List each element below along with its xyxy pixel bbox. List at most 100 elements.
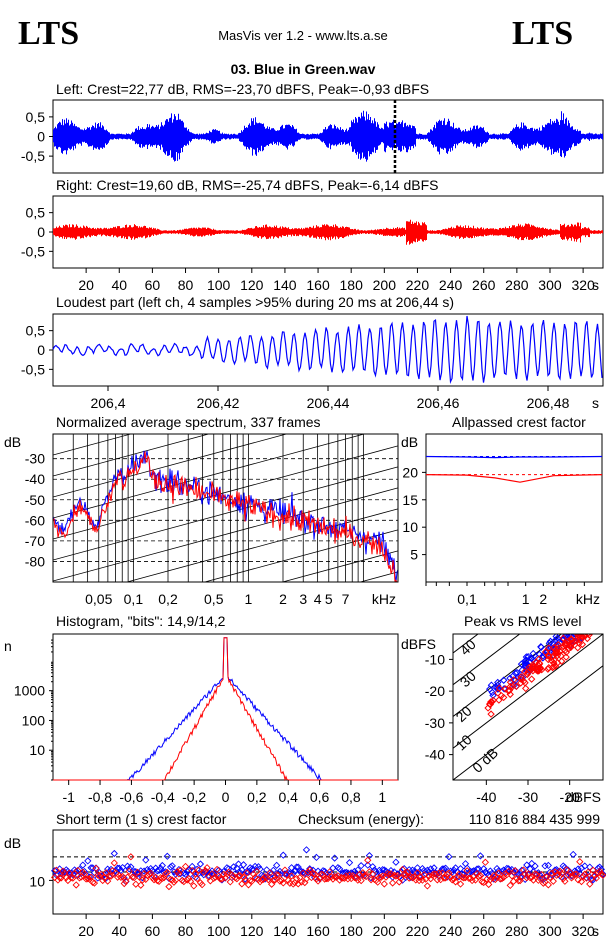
right-waveform-xtick-label: 260 — [472, 277, 496, 293]
short-crest-left-point — [157, 864, 165, 873]
histogram-xtick-label: -0,6 — [119, 789, 143, 805]
peak-rms-left-point — [493, 681, 502, 690]
lts-logo-right: LTS — [512, 15, 573, 52]
peak-rms-right-point — [545, 644, 553, 652]
loudest-part-xtick-label: 206,44 — [307, 395, 350, 411]
histogram-xtick-label: 0,2 — [247, 789, 267, 805]
checksum-label: Checksum (energy): — [298, 811, 424, 827]
short-crest-left-point — [158, 861, 166, 870]
short-crest-right-point — [448, 876, 456, 884]
peak-rms-left-point — [591, 615, 597, 621]
spectrum-title: Normalized average spectrum, 337 frames — [56, 414, 321, 430]
left-waveform-ytick-label: 0,5 — [26, 109, 46, 125]
short-crest-right-point — [488, 874, 496, 882]
short-term-crest-xtick-label: 200 — [373, 923, 397, 939]
right-waveform-ytick-label: 0,5 — [26, 205, 46, 221]
peak-rms-left-point — [521, 661, 530, 669]
short-crest-right-point — [251, 873, 259, 882]
short-crest-right-point — [62, 873, 70, 882]
short-crest-right-point — [198, 881, 206, 889]
peak-vs-rms-ytick-label: -20 — [425, 683, 445, 699]
peak-rms-right-point — [574, 634, 582, 639]
short-crest-left-point — [238, 866, 246, 874]
short-crest-right-point — [102, 869, 110, 877]
avg-spectrum-slope-line — [53, 445, 398, 540]
histogram-xtick-label: 0,4 — [278, 789, 298, 805]
peak-rms-right-point — [585, 624, 591, 630]
short-crest-right-point — [460, 874, 468, 882]
short-crest-right-point — [289, 880, 297, 888]
short-term-crest-xtick-label: 20 — [78, 923, 94, 939]
short-crest-right-point — [410, 873, 418, 881]
short-crest-left-point — [168, 862, 176, 870]
short-crest-left-point — [163, 852, 171, 860]
short-crest-left-point — [372, 867, 380, 876]
peak-rms-left-point — [586, 615, 592, 621]
histogram-title: Histogram, "bits": 14,9/14,2 — [56, 613, 226, 629]
short-crest-right-point — [556, 867, 564, 875]
short-crest-right-point — [244, 881, 253, 889]
peak-vs-rms-xunit: dBFS — [566, 789, 601, 805]
short-crest-right-point — [428, 871, 437, 879]
right-waveform-xtick-label: 320 — [571, 277, 595, 293]
histogram-ytick-label: 10 — [29, 742, 45, 758]
avg-spectrum-ytick-label: -80 — [25, 553, 45, 569]
short-crest-right-point — [246, 876, 254, 885]
peak-rms-right-point — [561, 639, 569, 648]
short-crest-right-point — [239, 873, 248, 881]
short-crest-right-point — [440, 874, 448, 882]
short-crest-right-point — [180, 877, 188, 886]
short-crest-right-point — [271, 876, 279, 884]
peak-rms-left-point — [586, 616, 592, 622]
short-crest-right-point — [413, 869, 422, 877]
short-crest-right-point — [51, 873, 59, 882]
file-name: 03. Blue in Green.wav — [231, 61, 376, 77]
short-crest-right-point — [493, 873, 501, 882]
short-crest-left-point — [273, 861, 281, 869]
avg-spectrum-ytick-label: -70 — [25, 533, 45, 549]
short-crest-right-point — [294, 880, 302, 888]
peak-rms-right-point — [578, 634, 586, 641]
peak-vs-rms-crest-line — [453, 665, 603, 780]
allpassed-crest-xtick-label: 1 — [522, 591, 530, 607]
peak-rms-left-point — [590, 610, 596, 616]
short-crest-right-point — [529, 876, 538, 884]
short-crest-right-point — [238, 880, 246, 888]
crest-series-0 — [425, 455, 603, 459]
peak-vs-rms-crest-line-label: 20 — [452, 703, 474, 725]
short-crest-right-point — [306, 866, 314, 874]
short-crest-right-point — [496, 875, 504, 883]
short-crest-right-point — [226, 878, 234, 886]
allpassed-crest-ytick-label: 5 — [410, 547, 418, 563]
peak-rms-right-point — [517, 675, 525, 683]
peak-rms-right-point — [495, 696, 503, 704]
avg-spectrum-xunit: kHz — [372, 591, 396, 607]
peak-rms-left-point — [535, 650, 544, 659]
avg-spectrum-xtick-label: 0,1 — [124, 591, 144, 607]
short-crest-right-point — [456, 880, 465, 888]
short-crest-right-point — [359, 869, 367, 877]
peak-rms-right-point — [520, 668, 529, 676]
crest-series-1 — [425, 474, 603, 483]
avg-spectrum-xtick-label: 0,05 — [85, 591, 112, 607]
short-crest-right-point — [185, 874, 193, 883]
peak-vs-rms-xtick-label: -40 — [476, 789, 496, 805]
peak-rms-left-point — [590, 611, 596, 617]
histogram-ytick-label: 100 — [22, 712, 46, 728]
peak-rms-left-point — [591, 617, 597, 623]
peak-rms-left-point — [585, 611, 591, 617]
histogram-ytick-label: 1000 — [14, 683, 45, 699]
peak-rms-right-point — [589, 634, 594, 636]
short-term-crest-xtick-label: 120 — [240, 923, 264, 939]
peak-rms-right-point — [521, 684, 530, 693]
short-crest-right-point — [506, 881, 514, 890]
short-crest-right-point — [287, 872, 296, 880]
avg-spectrum-slope-line — [53, 434, 288, 498]
short-crest-right-point — [118, 872, 127, 881]
loudest-part-ytick-label: 0 — [37, 342, 45, 358]
short-crest-right-point — [188, 866, 196, 875]
avg-spectrum-ytick-label: -60 — [25, 512, 45, 528]
peak-rms-right-point — [495, 684, 504, 692]
short-crest-right-point — [94, 871, 102, 879]
short-crest-right-point — [577, 877, 586, 886]
